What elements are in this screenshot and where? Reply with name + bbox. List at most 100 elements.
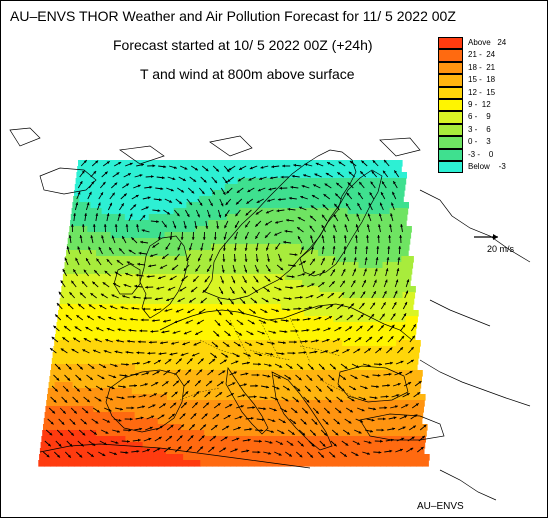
field-cell: [355, 334, 362, 341]
field-cell: [390, 160, 397, 167]
field-cell: [147, 268, 155, 275]
field-cell: [385, 286, 392, 293]
wind-arrow-head: [141, 229, 145, 232]
field-cell: [296, 184, 304, 191]
field-cell: [393, 406, 400, 413]
field-cell: [169, 376, 176, 383]
field-cell: [328, 262, 336, 269]
field-cell: [251, 346, 258, 353]
field-cell: [188, 322, 196, 329]
field-cell: [200, 232, 208, 239]
wind-arrow-head: [194, 167, 198, 171]
wind-arrow-head: [170, 424, 174, 428]
field-cell: [307, 334, 314, 341]
field-cell: [162, 250, 169, 257]
field-cell: [207, 358, 215, 365]
field-cell: [136, 214, 144, 221]
field-cell: [75, 316, 82, 323]
field-cell: [79, 196, 86, 203]
field-cell: [280, 220, 287, 227]
field-cell: [209, 394, 216, 401]
field-cell: [396, 292, 404, 299]
wind-arrow-head: [83, 269, 87, 273]
field-cell: [379, 328, 387, 335]
field-cell: [268, 172, 275, 179]
wind-arrow-head: [267, 374, 271, 378]
field-cell: [219, 226, 226, 233]
field-cell: [395, 298, 403, 305]
field-cell: [378, 160, 385, 167]
field-cell: [376, 400, 383, 407]
wind-arrow-head: [397, 257, 401, 260]
field-cell: [314, 280, 321, 287]
field-cell: [147, 454, 154, 461]
field-cell: [176, 190, 183, 197]
field-cell: [132, 430, 139, 437]
field-cell: [325, 286, 332, 293]
field-cell: [123, 226, 130, 233]
field-cell: [374, 322, 382, 329]
field-cell: [248, 184, 256, 191]
field-cell: [87, 454, 94, 461]
wind-arrow-head: [186, 257, 190, 261]
field-cell: [287, 346, 294, 353]
field-cell: [300, 430, 307, 437]
field-cell: [414, 382, 422, 389]
wind-arrow-head: [346, 431, 350, 435]
field-cell: [125, 346, 132, 353]
field-cell: [288, 250, 295, 257]
field-cell: [206, 232, 214, 239]
field-cell: [221, 256, 228, 263]
field-cell: [89, 298, 97, 305]
wind-arrow-head: [270, 352, 274, 356]
field-cell: [166, 214, 174, 221]
wind-arrow-head: [64, 399, 68, 403]
field-cell: [214, 262, 222, 269]
wind-arrow-head: [311, 283, 315, 286]
field-cell: [211, 418, 219, 425]
wind-arrow-head: [148, 340, 152, 344]
field-cell: [289, 238, 297, 245]
field-cell: [308, 280, 315, 287]
field-cell: [245, 208, 253, 215]
wind-arrow-head: [183, 402, 187, 406]
field-cell: [338, 190, 345, 197]
field-cell: [238, 220, 245, 227]
field-cell: [171, 226, 178, 233]
wind-arrow-head: [230, 393, 234, 396]
field-cell: [228, 244, 236, 251]
field-cell: [313, 334, 320, 341]
field-cell: [271, 328, 279, 335]
field-cell: [398, 232, 406, 239]
field-cell: [176, 322, 184, 329]
field-cell: [267, 364, 274, 371]
field-cell: [221, 346, 228, 353]
wind-arrow-head: [91, 366, 95, 369]
field-cell: [311, 298, 319, 305]
field-cell: [228, 340, 235, 347]
wind-arrow-head: [310, 235, 313, 239]
wind-arrow-head: [379, 336, 383, 340]
field-cell: [420, 430, 427, 437]
field-cell: [381, 358, 389, 365]
wind-arrow-head: [99, 305, 103, 308]
field-cell: [265, 376, 272, 383]
field-cell: [350, 412, 358, 419]
field-cell: [90, 340, 97, 347]
field-cell: [119, 436, 126, 443]
field-cell: [112, 310, 119, 317]
field-cell: [223, 418, 231, 425]
field-cell: [65, 298, 73, 305]
field-cell: [301, 196, 308, 203]
field-cell: [105, 268, 113, 275]
field-cell: [230, 184, 238, 191]
field-cell: [394, 352, 402, 359]
field-cell: [219, 358, 227, 365]
field-cell: [344, 232, 352, 239]
wind-arrow-head: [319, 305, 323, 309]
field-cell: [326, 412, 334, 419]
wind-arrow-head: [77, 191, 81, 195]
wind-arrow-head: [254, 300, 257, 304]
field-cell: [275, 298, 283, 305]
field-cell: [120, 202, 127, 209]
